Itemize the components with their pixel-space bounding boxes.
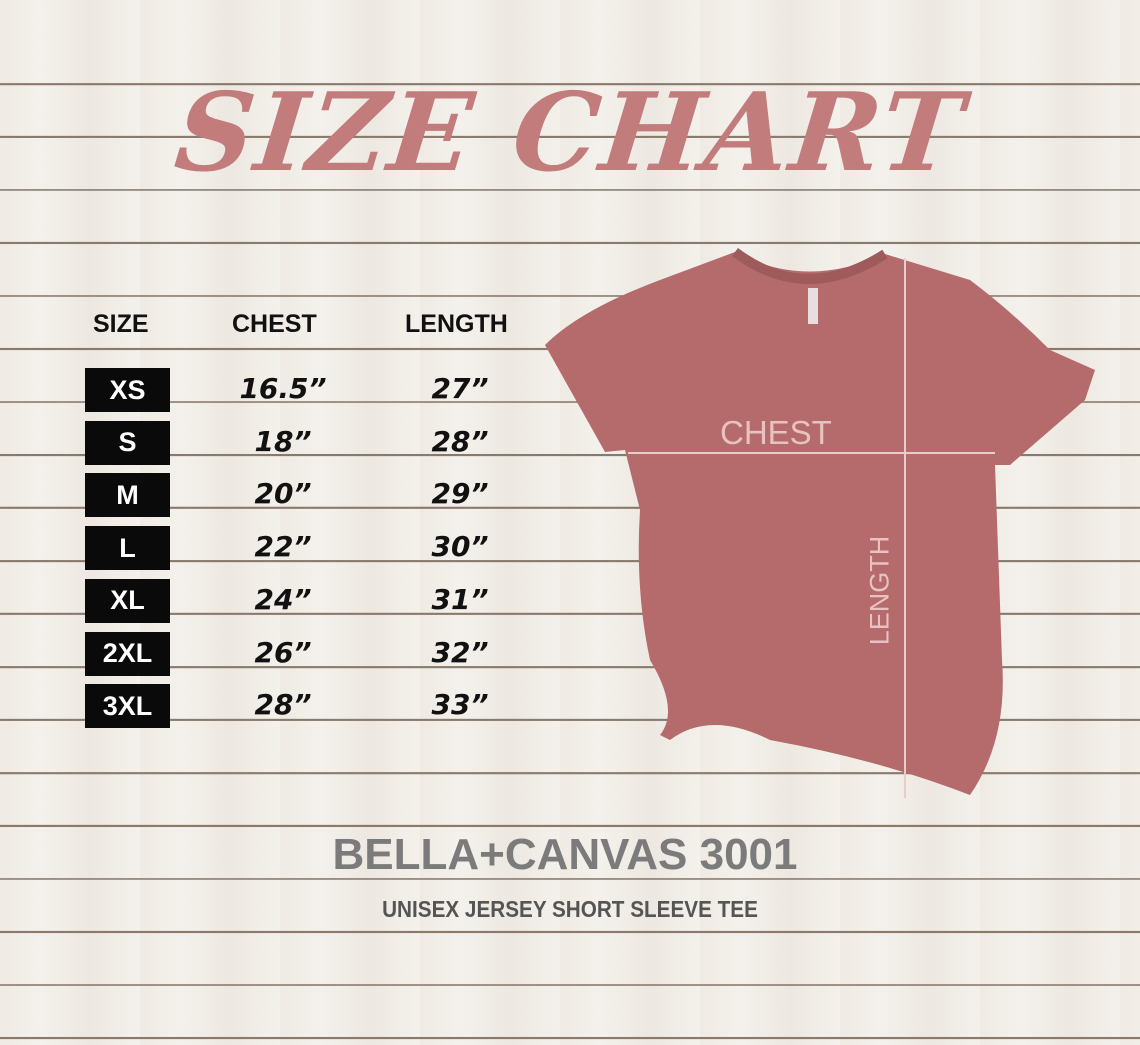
length-value: 33” bbox=[431, 688, 489, 722]
table-row: S 18” 28” bbox=[85, 420, 565, 465]
size-badge: L bbox=[85, 526, 170, 571]
length-value: 29” bbox=[431, 477, 489, 511]
length-value: 30” bbox=[431, 530, 489, 564]
size-badge: XS bbox=[85, 368, 170, 412]
header-chest: CHEST bbox=[232, 310, 317, 338]
chest-value: 22” bbox=[254, 530, 312, 564]
page-title: SIZE CHART bbox=[169, 70, 971, 196]
header-length: LENGTH bbox=[405, 310, 508, 338]
size-badge: S bbox=[85, 420, 170, 465]
table-row: M 20” 29” bbox=[85, 473, 565, 518]
table-row: XL 24” 31” bbox=[85, 578, 565, 623]
chest-value: 24” bbox=[254, 582, 312, 616]
size-badge: M bbox=[85, 473, 170, 518]
length-value: 27” bbox=[431, 372, 489, 405]
brand-name: BELLA+CANVAS 3001 bbox=[332, 830, 798, 879]
size-badge: XL bbox=[85, 578, 170, 623]
chest-value: 28” bbox=[254, 688, 312, 722]
size-badge: 2XL bbox=[85, 631, 170, 676]
length-label: LENGTH bbox=[864, 535, 895, 646]
tshirt-shape bbox=[545, 252, 1095, 795]
tshirt-diagram bbox=[545, 248, 1095, 798]
length-value: 31” bbox=[431, 582, 489, 616]
table-row: L 22” 30” bbox=[85, 526, 565, 571]
chest-label: CHEST bbox=[720, 414, 832, 451]
length-value: 28” bbox=[431, 424, 489, 458]
table-row: 2XL 26” 32” bbox=[85, 631, 565, 676]
chest-value: 18” bbox=[254, 424, 312, 458]
header-size: SIZE bbox=[93, 310, 149, 338]
table-row: 3XL 28” 33” bbox=[85, 684, 565, 729]
chest-value: 20” bbox=[254, 477, 312, 511]
length-value: 32” bbox=[431, 635, 489, 669]
chest-value: 16.5” bbox=[239, 372, 327, 405]
product-subtitle: UNISEX JERSEY SHORT SLEEVE TEE bbox=[382, 896, 758, 922]
size-badge: 3XL bbox=[85, 684, 170, 729]
chest-value: 26” bbox=[254, 635, 312, 669]
table-row: XS 16.5” 27” bbox=[85, 368, 565, 412]
